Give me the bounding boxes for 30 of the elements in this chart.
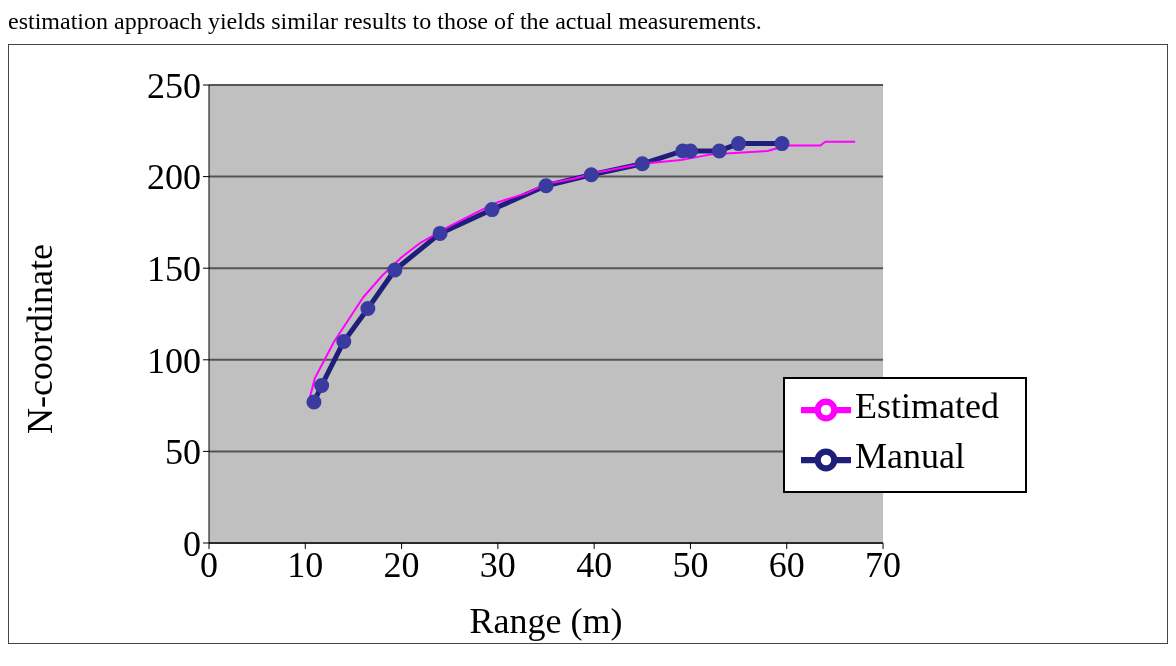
point (360, 301, 376, 316)
point (634, 156, 650, 172)
point (711, 143, 727, 159)
text: estimation approach yields similar results to those of the actual measurements. (8, 8, 763, 36)
x-tick-label: 60 (768, 544, 805, 585)
x-tick-label: 50 (672, 544, 709, 585)
y-tick-label: 150 (147, 248, 201, 289)
point (387, 262, 403, 278)
x-axis-title: Range (m) (469, 601, 623, 641)
y-tick-label: 200 (147, 157, 201, 198)
point (774, 136, 790, 152)
legend-label: Estimated (855, 386, 999, 427)
point (336, 333, 352, 349)
point (484, 202, 500, 218)
legend-label: Manual (855, 436, 965, 477)
x-tick-label: 10 (287, 544, 324, 585)
x-tick-label: 20 (383, 544, 420, 585)
y-tick-label: 50 (165, 432, 201, 473)
y-axis-title: N-coordinate (19, 244, 60, 434)
point (731, 136, 747, 152)
point (306, 394, 322, 410)
x-tick-label: 70 (865, 544, 902, 585)
y-tick-label: 100 (147, 340, 201, 381)
y-tick-label: 250 (147, 65, 201, 106)
point (432, 225, 448, 241)
point (538, 178, 554, 194)
x-tick-label: 30 (479, 544, 516, 585)
point (314, 377, 330, 393)
point (583, 167, 599, 183)
x-tick-label: 40 (576, 544, 613, 585)
